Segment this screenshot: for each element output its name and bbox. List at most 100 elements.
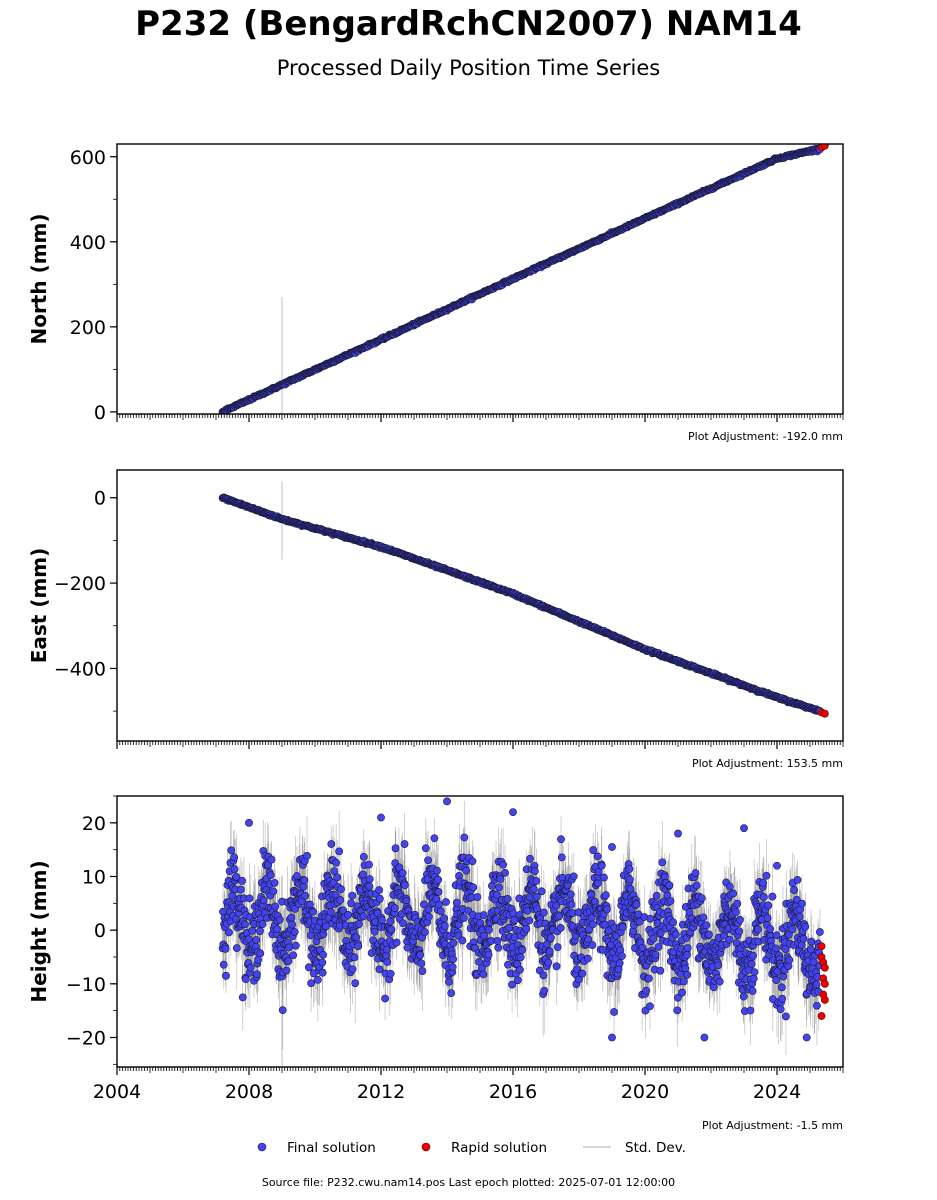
y-axis-label: North (mm) (27, 213, 51, 344)
final-solution-point (299, 882, 308, 891)
final-solution-point (232, 944, 241, 953)
final-solution-point (267, 855, 276, 864)
final-solution-point (293, 872, 301, 880)
final-solution-point (365, 860, 373, 869)
final-solution-point (290, 928, 299, 936)
final-solution-point (359, 870, 367, 879)
y-tick-label: 600 (70, 147, 106, 169)
final-solution-point (347, 899, 355, 908)
final-solution-point (337, 885, 345, 894)
final-solution-point (252, 936, 261, 944)
y-tick-label: 400 (70, 232, 106, 254)
final-solution-point (318, 968, 327, 977)
final-solution-point (350, 953, 359, 962)
plot-area (218, 144, 829, 414)
final-solution-point (258, 920, 267, 928)
y-axis-label: East (mm) (27, 548, 51, 664)
final-solution-point (244, 935, 253, 944)
final-solution-point (245, 894, 254, 903)
axes-frame (116, 469, 844, 742)
final-solution-point (297, 897, 306, 906)
final-solution-point (359, 852, 368, 861)
final-solution-point (246, 963, 255, 972)
final-solution-point (333, 873, 342, 882)
final-solution-point (288, 920, 296, 929)
final-solution-point (304, 963, 313, 972)
axes-frame (116, 143, 844, 415)
final-solution-point (327, 840, 336, 848)
final-solution-point (219, 960, 228, 969)
final-solution-point (273, 925, 282, 934)
final-solution-point (248, 927, 257, 935)
panel-1: 0 200 400 600 North (mm) Plot Adjustment: -19… (27, 143, 844, 443)
final-solution-point (303, 851, 311, 860)
final-solution-point (359, 912, 368, 921)
rapid-solution-point (820, 709, 829, 718)
final-solution-point (307, 979, 316, 988)
final-solution-point (284, 957, 293, 966)
final-solution-point (291, 941, 300, 950)
final-solution-point (256, 949, 265, 958)
final-solution-point (300, 876, 309, 885)
final-solution-point (327, 908, 335, 916)
final-solution-point (238, 877, 246, 885)
final-solution-point (354, 942, 363, 951)
final-solution-point (253, 970, 261, 979)
plot-area (218, 481, 829, 718)
final-solution-point (237, 885, 245, 894)
final-solution-point (238, 993, 247, 1002)
chart-title: P232 (BengardRchCN2007) NAM14 (135, 4, 802, 44)
y-tick-label: −200 (54, 573, 106, 595)
final-solution-point (289, 951, 298, 960)
final-solution-point (266, 871, 275, 880)
final-solution-point (271, 902, 280, 911)
final-solution-point (270, 878, 279, 887)
plot-area (218, 797, 829, 1067)
plot-adjustment-text: Plot Adjustment: 153.5 mm (692, 757, 843, 770)
final-solution-point (227, 846, 236, 855)
final-solution-point (225, 928, 233, 937)
final-solution-point (285, 943, 293, 952)
final-solution-point (221, 944, 230, 953)
final-solution-point (330, 867, 339, 876)
final-solution-point (230, 865, 239, 874)
y-tick-label: 200 (70, 317, 106, 339)
y-tick-label: −400 (54, 658, 106, 680)
final-solution-point (278, 1006, 287, 1015)
final-solution-point (344, 911, 353, 919)
final-solution-point (352, 933, 361, 942)
chart-subtitle: Processed Daily Position Time Series (276, 56, 661, 80)
final-solution-point (259, 896, 268, 905)
final-solution-point (335, 847, 344, 856)
final-solution-point (232, 872, 241, 881)
final-solution-point (256, 927, 264, 936)
final-solution-point (241, 920, 249, 929)
final-solution-point (222, 971, 230, 980)
final-solution-point (313, 975, 322, 984)
final-solution-point (332, 858, 341, 867)
final-solution-point (309, 908, 317, 916)
final-solution-point (348, 891, 357, 900)
final-solution-point (348, 965, 357, 974)
final-solution-point (370, 927, 379, 936)
final-solution-point (287, 913, 296, 922)
final-solution-point (269, 887, 278, 896)
final-solution-point (365, 882, 374, 891)
final-solution-point (275, 915, 284, 924)
y-tick-label: 0 (94, 488, 106, 510)
plot-adjustment-text: Plot Adjustment: -192.0 mm (688, 430, 843, 443)
final-solution-point (301, 891, 310, 900)
final-solution-point (282, 966, 291, 975)
final-solution-point (318, 958, 327, 967)
rapid-solution-point (820, 144, 829, 150)
final-solution-point (355, 920, 363, 928)
final-solution-point (241, 975, 250, 984)
final-solution-point (319, 950, 327, 959)
final-solution-point (351, 979, 360, 988)
final-solution-point (336, 896, 345, 904)
y-tick-label: 0 (94, 402, 106, 424)
final-solution-point (365, 875, 374, 884)
